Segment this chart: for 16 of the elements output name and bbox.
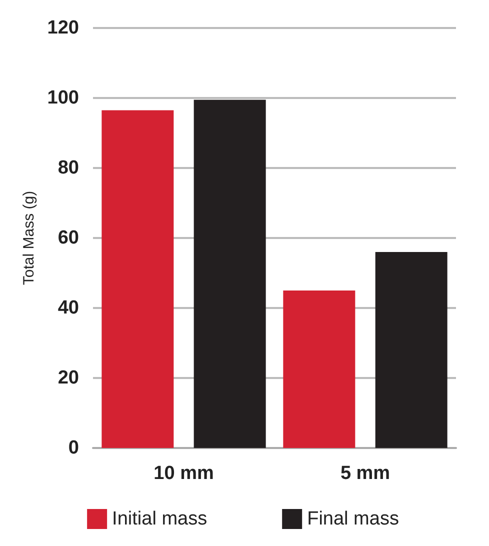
x-tick-label: 10 mm: [154, 463, 214, 484]
y-axis-title: Total Mass (g): [20, 190, 38, 286]
y-tick-label: 100: [47, 88, 79, 108]
legend-label: Final mass: [307, 508, 399, 530]
y-tick-label: 60: [58, 228, 79, 248]
bar: [102, 110, 174, 448]
y-tick-label: 0: [68, 438, 79, 458]
bar: [375, 252, 448, 448]
legend-label: Initial mass: [112, 508, 208, 530]
bar: [283, 290, 356, 448]
y-tick-label: 80: [58, 158, 79, 178]
y-tick-label: 20: [58, 368, 79, 388]
y-tick-label: 40: [58, 298, 79, 318]
x-tick-label: 5 mm: [340, 463, 390, 484]
bar: [194, 100, 266, 448]
y-tick-label: 120: [47, 18, 79, 38]
